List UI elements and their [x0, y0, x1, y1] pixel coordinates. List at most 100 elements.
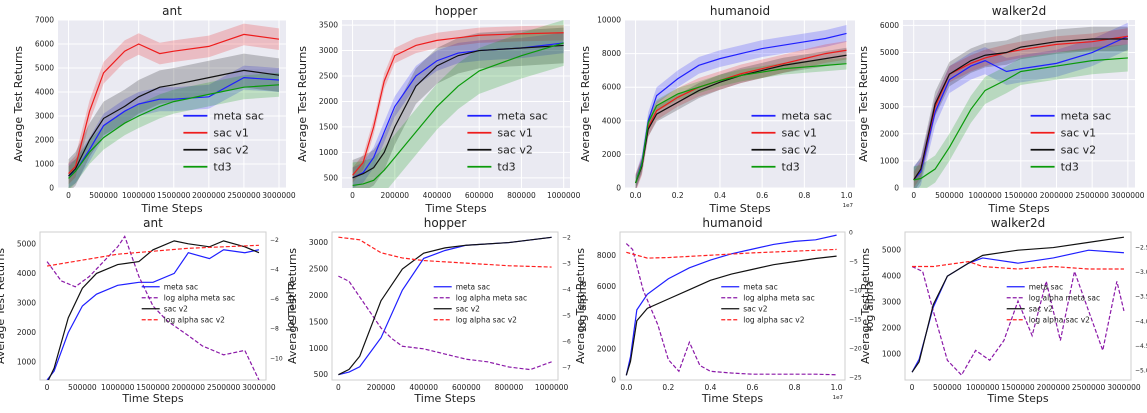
x-tick-label: 500000: [68, 383, 97, 392]
y-tick-label: 5000: [35, 64, 54, 73]
legend-label: log alpha sac v2: [743, 315, 804, 324]
series-line-log-alpha-meta-sac: [625, 243, 837, 376]
y-axis-label: Average Test Returns: [296, 46, 309, 162]
y-tick-label: 3000: [882, 298, 901, 307]
series-line-sac-v2: [47, 240, 260, 380]
series-group: [625, 234, 837, 376]
x-tick-label: 400000: [423, 191, 452, 200]
y-tick-label: 2000: [880, 129, 899, 138]
chart-title: hopper: [424, 216, 467, 230]
legend-label: meta sac: [164, 282, 198, 291]
series-line-log-alpha-meta-sac: [46, 235, 260, 380]
x-tick-label: 1.0: [831, 383, 843, 392]
y2-axis-label: log alpha: [284, 281, 297, 332]
x-tick-label: 2500000: [207, 383, 241, 392]
band-td3: [352, 20, 564, 188]
x-tick-label: 800000: [495, 383, 524, 392]
x-tick-label: 1.0: [841, 191, 853, 200]
y-tick-label: 1000: [319, 148, 338, 157]
y-axis-label: Average Test Returns: [579, 46, 592, 162]
y-tick-label: 3000: [880, 102, 899, 111]
chart-title: humanoid: [702, 216, 762, 230]
y-tick-label: 1000: [17, 358, 36, 367]
band-meta-sac: [68, 65, 279, 188]
legend: meta sac log alpha meta sac sac v2 log alph…: [433, 282, 527, 324]
x-axis-label: Time Steps: [121, 392, 183, 405]
x-tick-label: 2000000: [172, 383, 206, 392]
y-tick-label: 10000: [597, 16, 621, 25]
legend-label: sac v2: [743, 304, 767, 313]
y-tick-label: 1000: [35, 160, 54, 169]
legend-label: sac v2: [1061, 144, 1097, 157]
plot-area: [904, 231, 1132, 381]
y-tick-label: 2000: [309, 291, 328, 300]
y-tick-label: 0: [894, 184, 899, 193]
band-sac-v1: [352, 25, 564, 183]
series-line-sac-v2: [634, 54, 847, 184]
x-tick-label: 1000000: [547, 191, 581, 200]
series-line-td3: [913, 57, 1128, 181]
x-axis-label: Time Steps: [987, 202, 1049, 215]
legend: meta sac sac v1 sac v2 td3: [751, 110, 832, 174]
band-sac-v1: [68, 23, 279, 185]
series-line-meta-sac: [634, 32, 847, 184]
band-meta-sac: [913, 22, 1128, 188]
y2-axis-label: log alpha: [863, 281, 876, 332]
y-tick-label: 4000: [882, 272, 901, 281]
x-axis-label: Time Steps: [986, 392, 1048, 405]
y-tick-label: 3000: [17, 299, 36, 308]
x-tick-label: 500000: [933, 383, 962, 392]
y2-axis-label: log alpha: [576, 281, 589, 332]
y-tick-label: 4000: [17, 269, 36, 278]
y-tick-label: 6000: [35, 40, 54, 49]
plot-area: [39, 231, 267, 381]
y-tick-label: 1000: [880, 156, 899, 165]
chart-8: walker2d 0 500000 1000000 1500000 2000000 2500…: [859, 216, 1147, 405]
band-sac-v2: [352, 27, 564, 188]
x-tick-label: 3000000: [262, 191, 296, 200]
y2-tick-label: −4: [270, 267, 279, 274]
y2-tick-label: −15: [849, 317, 862, 324]
y2-tick-label: −5.0: [1135, 368, 1147, 375]
chart-title: humanoid: [710, 4, 770, 18]
band-sac-v1: [635, 41, 847, 188]
x-tick-label: 0.8: [789, 383, 801, 392]
legend-label: meta sac: [1061, 110, 1112, 123]
x-tick-label: 500000: [935, 191, 964, 200]
y-tick-label: 3000: [319, 46, 338, 55]
y-axis-label: Average Test Returns: [574, 248, 587, 364]
x-tick-label: 0: [911, 191, 916, 200]
y2-tick-label: −2: [562, 235, 571, 242]
x-tick-label: 1500000: [1004, 191, 1038, 200]
y2-tick-label: −5: [562, 313, 571, 320]
y-tick-label: 2000: [602, 150, 621, 159]
y-tick-label: 8000: [602, 49, 621, 58]
legend-label: log alpha sac v2: [1029, 315, 1090, 324]
y-tick-label: 3500: [319, 21, 338, 30]
y-axis-label: Average Test Returns: [12, 46, 25, 162]
band-sac-v2: [913, 26, 1128, 188]
legend-label: sac v2: [164, 304, 188, 313]
y2-tick-label: −20: [849, 346, 862, 353]
series-line-log-alpha-meta-sac: [338, 275, 552, 371]
x-tick-label: 600000: [452, 383, 481, 392]
y2-tick-label: −3.5: [1135, 294, 1147, 301]
x-tick-label: 0.2: [662, 383, 674, 392]
plot-area: [342, 20, 570, 188]
series-line-sac-v2: [911, 236, 1125, 373]
x-tick-label: 0: [45, 383, 50, 392]
series-line-meta-sac: [913, 35, 1129, 181]
x-tick-label: 0: [910, 383, 915, 392]
x-tick-label: 3000000: [1111, 191, 1145, 200]
y-tick-label: 4000: [597, 313, 616, 322]
series-line-sac-v1: [352, 32, 564, 176]
series-line-td3: [352, 42, 564, 187]
series-group: [68, 23, 280, 188]
series-line-sac-v2: [68, 69, 280, 177]
plot-area: [619, 231, 846, 381]
y2-tick-label: −7: [562, 365, 571, 372]
legend-label: sac v2: [497, 144, 533, 157]
x-tick-label: 0: [336, 383, 341, 392]
chart-title: ant: [162, 4, 182, 18]
